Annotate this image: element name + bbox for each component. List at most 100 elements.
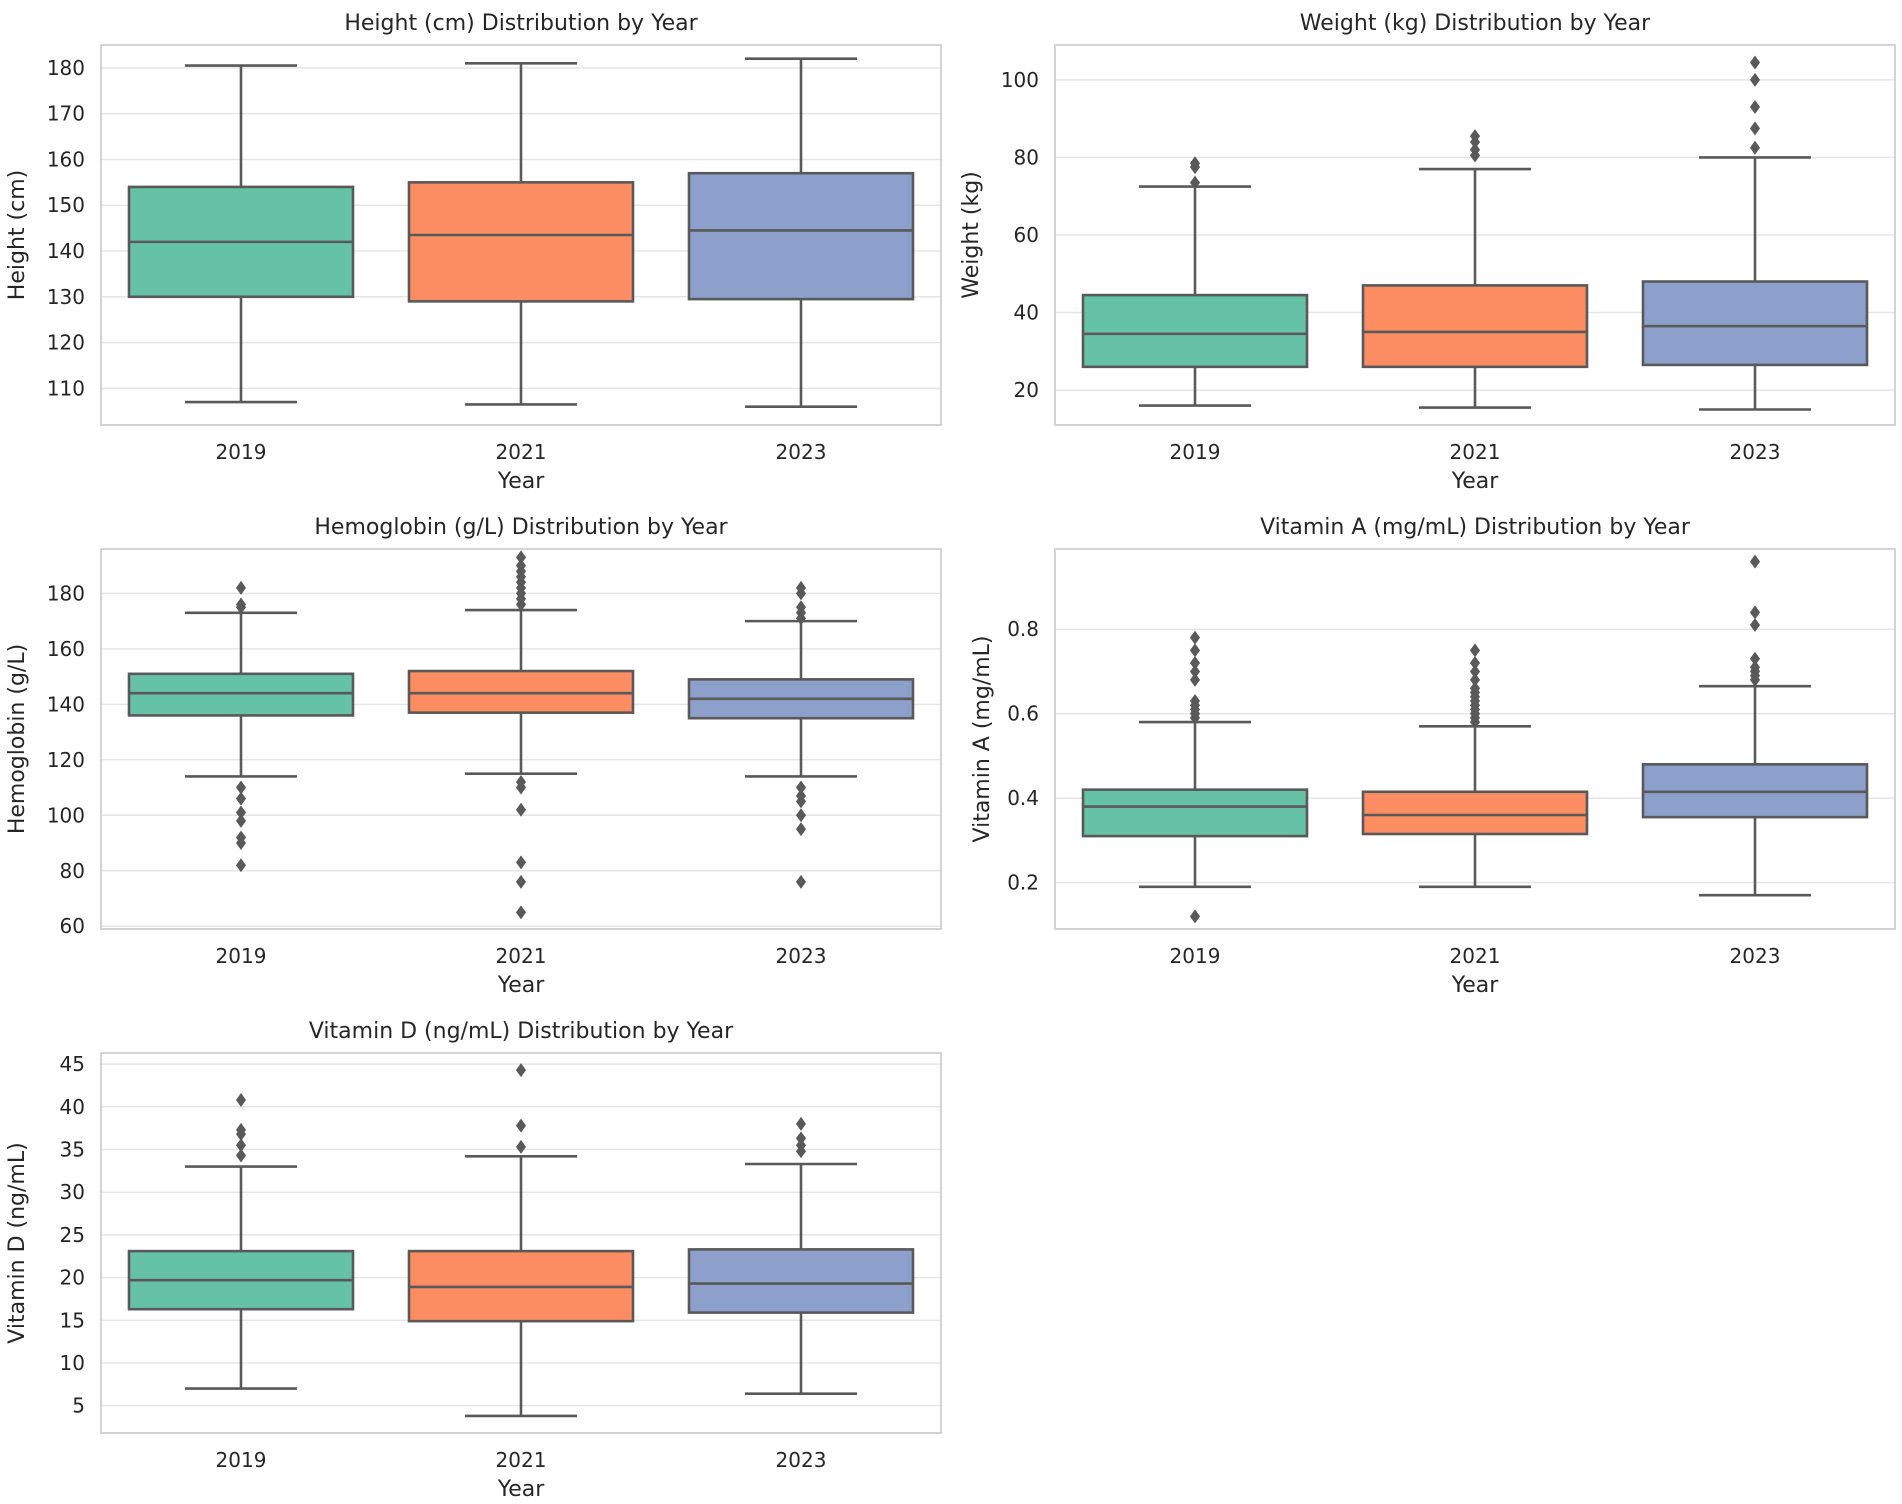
x-tick-label: 2023 (776, 440, 827, 464)
box-group-2019 (127, 1092, 355, 1390)
y-axis-label: Height (cm) (5, 170, 30, 300)
outlier-point (235, 580, 247, 595)
y-tick-label: 80 (60, 859, 85, 883)
outlier-point (1749, 554, 1761, 569)
outlier-point (515, 1063, 527, 1078)
box (1361, 284, 1589, 369)
box-group-2023 (1641, 554, 1869, 897)
x-tick-label: 2023 (1730, 440, 1781, 464)
y-tick-label: 160 (47, 637, 85, 661)
chart-title: Hemoglobin (g/L) Distribution by Year (314, 515, 728, 540)
outlier-point (795, 780, 807, 795)
chart-title: Vitamin A (mg/mL) Distribution by Year (1260, 515, 1691, 540)
y-tick-label: 180 (47, 581, 85, 605)
y-tick-label: 20 (60, 1266, 85, 1290)
box-group-2023 (687, 580, 915, 889)
x-axis-label: Year (1451, 469, 1500, 494)
panel-2: 60 80 100 120 140 160 180 2019 2021 2023 Year Hemog… (5, 515, 942, 998)
y-tick-label: 35 (60, 1137, 85, 1161)
y-tick-label: 5 (72, 1394, 85, 1418)
outlier-point (1469, 664, 1481, 679)
outlier-point (1189, 694, 1201, 708)
y-tick-label: 25 (60, 1223, 85, 1247)
outlier-point (235, 1122, 247, 1137)
outlier-point (235, 1138, 247, 1153)
outlier-point (515, 802, 527, 817)
y-tick-label: 120 (47, 748, 85, 772)
y-tick-label: 60 (60, 914, 85, 938)
y-tick-label: 120 (47, 331, 85, 355)
outlier-point (235, 780, 247, 795)
outlier-point (515, 558, 527, 573)
outlier-point (1189, 664, 1201, 679)
y-tick-label: 30 (60, 1180, 85, 1204)
box-group-2021 (407, 62, 635, 406)
box (687, 1248, 915, 1314)
outlier-point (1469, 656, 1481, 670)
y-tick-label: 0.6 (1007, 702, 1039, 726)
outlier-point (235, 858, 247, 873)
box (1081, 293, 1309, 369)
outlier-point (235, 805, 247, 820)
outlier-point (515, 874, 527, 889)
panel-0: 110 120 130 140 150 160 170 180 2019 2021 2023 Year… (5, 11, 942, 494)
outlier-point (1189, 909, 1201, 924)
x-axis-label: Year (1451, 973, 1500, 998)
y-tick-label: 140 (47, 239, 85, 263)
outlier-point (1189, 175, 1201, 190)
box (407, 181, 635, 303)
outlier-point (1749, 618, 1761, 632)
box (687, 171, 915, 301)
outlier-point (1189, 656, 1201, 670)
box-group-2023 (687, 57, 915, 408)
outlier-point (1749, 651, 1761, 666)
outlier-point (1189, 630, 1201, 645)
box-group-2019 (127, 580, 355, 873)
outlier-point (515, 905, 527, 920)
y-tick-label: 140 (47, 692, 85, 716)
outlier-point (795, 808, 807, 823)
panel-3: 0.2 0.4 0.6 0.8 2019 2021 2023 Year Vitamin A (m… (970, 515, 1896, 998)
outlier-point (1469, 681, 1481, 696)
y-tick-label: 150 (47, 193, 85, 217)
y-tick-label: 0.4 (1007, 786, 1039, 810)
panel-1: 20 40 60 80 100 2019 2021 2023 Year Weight (kg) We… (959, 11, 1896, 494)
plot-frame (100, 548, 942, 930)
outlier-point (1469, 142, 1481, 157)
outlier-point (1469, 672, 1481, 687)
y-tick-label: 160 (47, 147, 85, 171)
box (407, 669, 635, 714)
outlier-point (1189, 672, 1201, 687)
outlier-point (1749, 140, 1761, 155)
y-tick-label: 80 (1014, 145, 1039, 169)
outlier-point (1189, 643, 1201, 658)
x-tick-label: 2019 (1170, 440, 1221, 464)
y-tick-label: 0.8 (1007, 617, 1039, 641)
x-tick-label: 2021 (496, 440, 547, 464)
x-tick-label: 2021 (496, 1448, 547, 1472)
box-group-2023 (687, 1116, 915, 1396)
x-tick-label: 2023 (776, 944, 827, 968)
outlier-point (515, 1118, 527, 1133)
outlier-point (1749, 100, 1761, 115)
plot-frame (100, 1052, 942, 1434)
box (1081, 788, 1309, 838)
y-tick-label: 15 (60, 1308, 85, 1332)
outlier-point (1189, 156, 1201, 171)
x-tick-label: 2021 (1450, 944, 1501, 968)
outlier-point (515, 774, 527, 789)
plot-frame (1054, 44, 1896, 426)
outlier-point (235, 1148, 247, 1163)
y-axis-label: Weight (kg) (959, 171, 984, 299)
outlier-point (235, 1092, 247, 1107)
outlier-point (515, 550, 527, 565)
y-axis-label: Vitamin A (mg/mL) (970, 636, 995, 843)
y-tick-label: 110 (47, 376, 85, 400)
outlier-point (1749, 121, 1761, 136)
box (1641, 280, 1869, 367)
outlier-point (515, 855, 527, 870)
chart-title: Vitamin D (ng/mL) Distribution by Year (309, 1019, 734, 1044)
chart-title: Height (cm) Distribution by Year (344, 11, 698, 36)
box-group-2019 (1081, 630, 1309, 924)
y-tick-label: 40 (60, 1095, 85, 1119)
